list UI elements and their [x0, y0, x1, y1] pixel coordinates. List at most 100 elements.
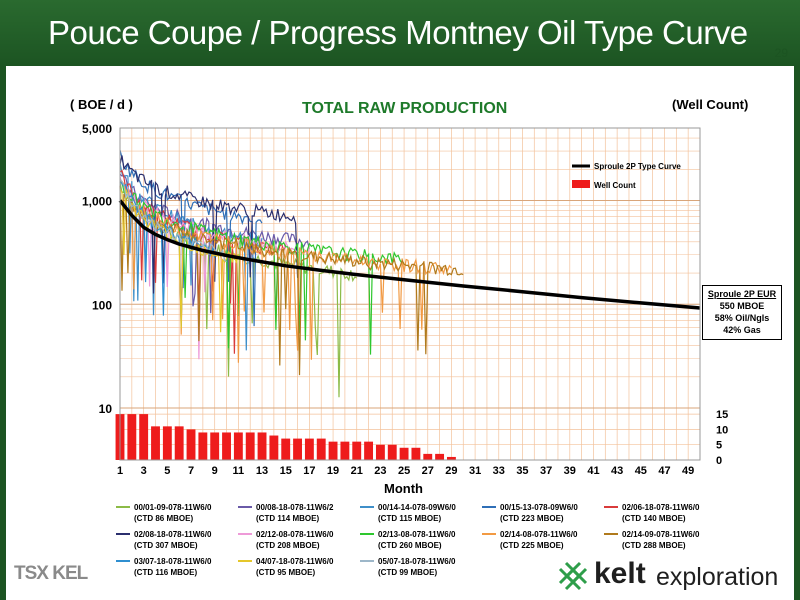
exploration-wordmark: exploration — [656, 563, 779, 591]
legend-label: 02/12-08-078-11W6/0 (CTD 208 MBOE) — [256, 529, 333, 551]
legend-label: 00/01-09-078-11W6/0 (CTD 86 MBOE) — [134, 502, 211, 524]
well-count-tick-label: 15 — [716, 409, 728, 421]
x-axis-label: Month — [384, 481, 423, 496]
x-tick-label: 25 — [398, 465, 410, 477]
x-tick-label: 29 — [445, 465, 457, 477]
legend-swatch — [360, 560, 374, 562]
well-count-bar — [375, 444, 385, 460]
chart-grid — [119, 127, 701, 461]
legend-label: 02/06-18-078-11W6/0 (CTD 140 MBOE) — [622, 502, 699, 524]
legend-well-name: 00/01-09-078-11W6/0 — [134, 503, 212, 512]
legend-item: 05/07-18-078-11W6/0 (CTD 99 MBOE) — [360, 556, 482, 582]
well-count-bar — [340, 441, 350, 460]
eur-heading: Sproule 2P EUR — [707, 289, 777, 299]
well-production-lines — [119, 150, 464, 398]
well-count-bar — [198, 432, 208, 460]
y-tick-label: 1,000 — [82, 195, 112, 209]
legend-well-ctd: (CTD 114 MBOE) — [256, 514, 320, 523]
legend-swatch — [116, 533, 130, 535]
x-tick-label: 9 — [212, 465, 218, 477]
x-tick-label: 43 — [611, 465, 623, 477]
legend-well-ctd: (CTD 140 MBOE) — [622, 514, 686, 523]
y-tick-label: 5,000 — [82, 122, 112, 136]
well-count-bar — [139, 414, 149, 460]
well-count-bar — [446, 456, 456, 460]
plot-border — [119, 127, 701, 461]
legend-well-name: 02/12-08-078-11W6/0 — [256, 530, 334, 539]
y-tick-label: 10 — [99, 402, 113, 416]
legend-well-ctd: (CTD 115 MBOE) — [378, 514, 442, 523]
slide-frame — [0, 66, 800, 600]
well-line — [119, 185, 464, 376]
legend-label: 03/07-18-078-11W6/0 (CTD 116 MBOE) — [134, 556, 211, 578]
x-tick-label: 19 — [327, 465, 339, 477]
well-count-bar — [233, 432, 243, 460]
legend-well-ctd: (CTD 223 MBOE) — [500, 514, 564, 523]
well-count-bar — [127, 414, 137, 460]
legend-item: 02/13-08-078-11W6/0 (CTD 260 MBOE) — [360, 529, 482, 555]
legend-swatch — [360, 506, 374, 508]
well-count-axis-label: (Well Count) — [672, 97, 749, 112]
well-count-bar — [293, 438, 302, 460]
legend-swatch — [604, 506, 618, 508]
well-count-bar — [186, 429, 196, 460]
inset-well-count-label: Well Count — [594, 181, 636, 190]
x-tick-label: 5 — [164, 465, 170, 477]
legend-swatch — [238, 533, 252, 535]
chart-title: TOTAL RAW PRODUCTION — [302, 100, 508, 117]
legend-swatch — [116, 560, 130, 562]
legend-well-ctd: (CTD 86 MBOE) — [134, 514, 194, 523]
well-line — [119, 163, 263, 351]
page-title: Pouce Coupe / Progress Montney Oil Type … — [48, 14, 748, 51]
well-count-bar — [352, 441, 362, 460]
well-count-bar — [151, 426, 160, 460]
legend-item: 02/06-18-078-11W6/0 (CTD 140 MBOE) — [604, 502, 726, 528]
well-legend: 00/01-09-078-11W6/0 (CTD 86 MBOE) 00/08-18… — [116, 502, 716, 582]
legend-well-name: 02/14-09-078-11W6/0 — [622, 530, 700, 539]
legend-well-ctd: (CTD 95 MBOE) — [256, 568, 316, 577]
well-line — [119, 150, 263, 327]
legend-well-ctd: (CTD 99 MBOE) — [378, 568, 438, 577]
x-tick-label: 31 — [469, 465, 481, 477]
legend-item: 00/14-14-078-09W6/0 (CTD 115 MBOE) — [360, 502, 482, 528]
kelt-wordmark: kelt — [594, 557, 646, 590]
legend-well-ctd: (CTD 116 MBOE) — [134, 568, 198, 577]
inset-bar-swatch — [572, 180, 590, 188]
well-count-bar — [162, 426, 172, 460]
kelt-logo: kelt exploration — [556, 557, 792, 595]
eur-oil: 58% Oil/Ngls — [714, 313, 770, 323]
inset-type-curve-label: Sproule 2P Type Curve — [594, 162, 681, 171]
legend-well-name: 02/14-08-078-11W6/0 — [500, 530, 578, 539]
legend-item: 02/14-09-078-11W6/0 (CTD 288 MBOE) — [604, 529, 726, 555]
y-tick-label: 100 — [92, 298, 112, 312]
well-count-bar — [257, 432, 267, 460]
well-count-bar — [174, 426, 184, 460]
legend-well-name: 03/07-18-078-11W6/0 — [134, 557, 212, 566]
legend-label: 00/15-13-078-09W6/0 (CTD 223 MBOE) — [500, 502, 578, 524]
x-tick-label: 41 — [587, 465, 599, 477]
well-count-bar — [328, 441, 338, 460]
legend-item: 00/01-09-078-11W6/0 (CTD 86 MBOE) — [116, 502, 238, 528]
x-tick-label: 39 — [564, 465, 576, 477]
legend-label: 02/13-08-078-11W6/0 (CTD 260 MBOE) — [378, 529, 455, 551]
well-count-tick-label: 0 — [716, 455, 722, 467]
legend-well-name: 00/14-14-078-09W6/0 — [378, 503, 456, 512]
legend-item: 00/08-18-078-11W6/2 (CTD 114 MBOE) — [238, 502, 360, 528]
x-tick-label: 35 — [516, 465, 528, 477]
page-number: 29 — [774, 46, 788, 60]
legend-well-name: 00/15-13-078-09W6/0 — [500, 503, 578, 512]
x-tick-label: 3 — [141, 465, 147, 477]
x-tick-label: 11 — [233, 465, 245, 477]
legend-well-name: 04/07-18-078-11W6/0 — [256, 557, 334, 566]
type-curve-group — [118, 199, 701, 310]
x-tick-label: 37 — [540, 465, 552, 477]
legend-well-name: 02/06-18-078-11W6/0 — [622, 503, 700, 512]
legend-well-name: 05/07-18-078-11W6/0 — [378, 557, 456, 566]
well-count-bar — [399, 447, 409, 460]
well-count-bar — [304, 438, 314, 460]
well-count-bar — [435, 453, 445, 460]
well-count-bar — [281, 438, 291, 460]
legend-item: 02/12-08-078-11W6/0 (CTD 208 MBOE) — [238, 529, 360, 555]
